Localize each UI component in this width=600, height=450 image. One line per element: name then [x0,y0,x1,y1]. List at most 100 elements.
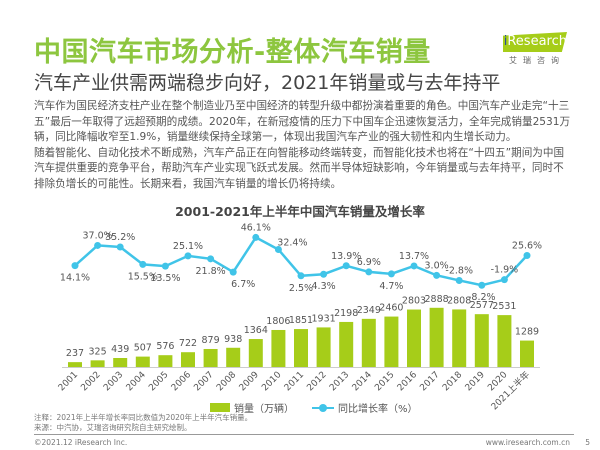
growth-data-label: 14.1% [60,273,90,284]
bar [226,347,241,367]
bar-data-label: 2888 [425,294,449,305]
growth-point [274,245,282,253]
notes: 注释：2021年上半年增长率同比数值为2020年上半年汽车销量。 来源：中汽协，… [34,413,252,433]
x-tick-label: 2001 [57,370,80,393]
bar [429,307,444,367]
growth-point [523,251,531,259]
website-link[interactable]: www.iresearch.com.cn [485,438,570,447]
x-tick-label: 2012 [305,370,328,393]
bar-data-label: 2803 [402,296,426,307]
growth-data-label: 6.7% [231,279,255,290]
bar-data-label: 722 [179,338,197,349]
logo-cn: 艾瑞咨询 [509,56,565,65]
bar [90,360,105,367]
x-tick-label: 2010 [260,370,283,393]
bar-data-label: 1931 [312,313,336,324]
body-text: 汽车作为国民经济支柱产业在整个制造业乃至中国经济的转型升级中都扮演着重要的角色。… [34,99,574,192]
growth-data-label: 4.7% [379,281,403,292]
growth-point [297,272,305,280]
x-tick-label: 2003 [102,370,125,393]
growth-point [207,255,215,263]
growth-data-label: 2.5% [289,283,313,294]
growth-point [184,252,192,260]
bar [294,329,308,367]
growth-data-label: 25.6% [512,240,542,251]
legend-item-growth: 同比增长率（%） [312,400,418,415]
bar-data-label: 2460 [379,303,403,314]
growth-data-label: 13.5% [150,273,180,284]
bar [68,362,82,367]
growth-point [71,262,79,270]
growth-point [342,262,350,270]
bar [158,355,173,367]
growth-data-label: 35.2% [105,232,135,243]
growth-point [139,260,147,268]
bar [361,318,376,367]
growth-data-label: 13.9% [331,251,361,262]
growth-data-label: 13.7% [399,251,429,262]
growth-data-label: -8.2% [468,292,496,303]
growth-point [478,281,486,289]
paragraph-1: 汽车作为国民经济支柱产业在整个制造业乃至中国经济的转型升级中都扮演着重要的角色。… [34,100,571,143]
bar-data-label: 879 [202,335,220,346]
growth-point [116,243,124,251]
bar [520,340,534,367]
iresearch-logo: iResearch 艾瑞咨询 [503,32,567,65]
bar-data-label: 1364 [244,325,268,336]
growth-point [161,262,169,270]
growth-data-label: 25.1% [173,241,203,252]
bar [316,327,331,367]
growth-point [500,276,508,284]
growth-data-label: 32.4% [277,237,307,248]
growth-point [387,270,395,278]
copyright: ©2021.12 iResearch Inc. [34,438,128,447]
growth-point [94,241,102,249]
growth-data-label: 4.3% [312,281,336,292]
growth-data-label: 37.0% [83,230,113,241]
bar-data-label: 2808 [447,295,471,306]
bar-data-label: 938 [224,334,242,345]
bar-data-label: 439 [111,344,129,355]
bar [203,348,218,367]
x-tick-label: 2009 [238,370,261,393]
x-tick-label: 2007 [192,370,215,393]
growth-data-label: -1.9% [491,265,519,276]
bar-data-label: 2531 [492,301,516,312]
x-tick-label: 2005 [147,370,170,393]
growth-data-label: -2.8% [445,265,473,276]
footer-divider [34,434,574,435]
growth-data-label: 46.1% [241,222,271,233]
x-tick-label: 2017 [418,370,441,393]
bar [248,339,263,367]
bar-data-label: 325 [89,346,107,357]
growth-point [320,270,328,278]
growth-data-label: 6.9% [357,257,381,268]
x-tick-label: 2004 [125,370,148,393]
chart-title: 2001-2021年上半年中国汽车销量及增长率 [175,204,425,219]
x-tick-label: 2019 [464,370,487,393]
source: 来源：中汽协，艾瑞咨询研究院自主研究绘制。 [34,423,192,432]
bar [339,321,354,367]
growth-point [229,268,237,276]
legend: 销量（万辆） 同比增长率（%） [210,400,418,415]
bar [384,316,399,367]
growth-point [365,268,373,276]
bar [113,358,128,367]
growth-data-label: 21.8% [196,266,226,277]
x-tick-label: 2014 [351,370,374,393]
bar [497,315,512,367]
growth-data-label: 3.0% [425,260,449,271]
x-tick-label: 2016 [396,370,419,393]
legend-item-sales: 销量（万辆） [210,400,294,415]
paragraph-2: 随着智能化、自动化技术不断成熟，汽车产品正在向智能移动终端转变，而智能化技术也将… [34,146,565,190]
x-tick-label: 2013 [328,370,351,393]
bar-data-label: 237 [66,348,84,359]
growth-data-label: 15.5% [128,271,158,282]
x-tick-label: 2002 [79,370,102,393]
page-number: 5 [585,438,590,447]
bar [474,314,489,367]
note: 注释：2021年上半年增长率同比数值为2020年上半年汽车销量。 [34,413,253,422]
bar-data-label: 2349 [357,305,381,316]
x-tick-label: 2015 [373,370,396,393]
